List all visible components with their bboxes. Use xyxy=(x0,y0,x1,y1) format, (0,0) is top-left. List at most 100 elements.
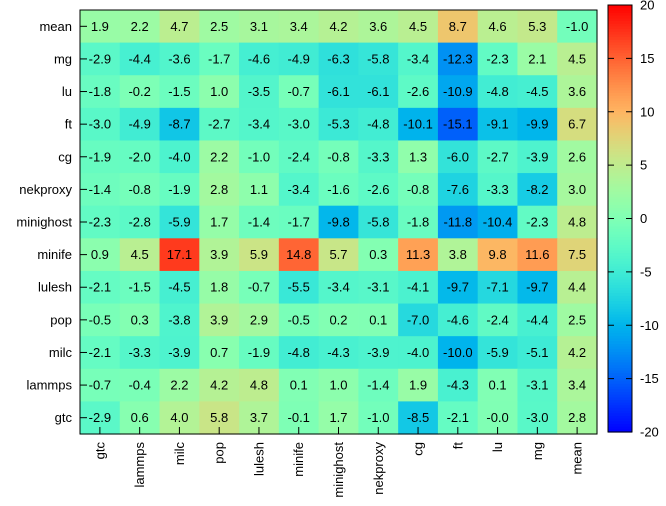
cell-value-label: -2.1 xyxy=(89,280,111,295)
colorbar-segment xyxy=(608,391,632,396)
cell-value-label: 2.6 xyxy=(568,149,586,164)
y-axis-label: minighost xyxy=(16,215,72,230)
colorbar-segment xyxy=(608,258,632,262)
cell-value-label: -2.1 xyxy=(447,410,469,425)
cell-value-label: 0.1 xyxy=(369,312,387,327)
cell-value-label: -3.3 xyxy=(486,182,508,197)
colorbar-segment xyxy=(608,106,632,110)
cell-value-label: -8.5 xyxy=(407,410,429,425)
heatmap-cell xyxy=(557,303,598,337)
colorbar-segment xyxy=(608,354,632,358)
colorbar-segment xyxy=(608,389,632,393)
colorbar-segment xyxy=(608,362,632,366)
colorbar-segment xyxy=(608,162,632,166)
colorbar-segment xyxy=(608,426,632,430)
colorbar-segment xyxy=(608,93,632,97)
heatmap-cell xyxy=(517,205,558,239)
heatmap-cell xyxy=(278,42,320,76)
colorbar-tick-label: -10 xyxy=(640,318,659,333)
colorbar-segment xyxy=(608,77,632,81)
colorbar-segment xyxy=(608,229,632,233)
heatmap-cell xyxy=(358,140,399,174)
cell-value-label: 1.9 xyxy=(91,19,109,34)
cell-value-label: 4.7 xyxy=(170,19,188,34)
colorbar-segment xyxy=(608,31,632,35)
x-axis-labels: gtc lammps milc pop lulesh minife minighost nek… xyxy=(92,427,585,498)
cell-value-label: -1.4 xyxy=(248,215,270,230)
colorbar-segment xyxy=(608,18,632,22)
heatmap-cell xyxy=(119,205,161,239)
heatmap-cell xyxy=(517,173,558,207)
colorbar-segment xyxy=(608,290,632,294)
cell-value-label: 0.2 xyxy=(329,312,347,327)
cell-value-label: 4.2 xyxy=(210,378,228,393)
cell-value-label: 0.1 xyxy=(290,378,308,393)
heatmap-cell xyxy=(278,107,320,142)
cell-value-label: -5.8 xyxy=(367,51,389,66)
heatmap-cell xyxy=(199,336,240,370)
colorbar-segment xyxy=(608,397,632,401)
cell-value-label: -6.0 xyxy=(447,149,469,164)
cell-value-label: -4.5 xyxy=(168,280,190,295)
cell-value-label: -5.1 xyxy=(526,345,548,360)
cell-value-label: 3.6 xyxy=(369,19,387,34)
cell-value-label: 0.9 xyxy=(91,247,109,262)
cell-value-label: -6.1 xyxy=(367,84,389,99)
heatmap-cells xyxy=(80,10,598,435)
heatmap-cell xyxy=(199,10,240,44)
colorbar-segment xyxy=(608,157,632,161)
colorbar-segment xyxy=(608,367,632,372)
colorbar-segment xyxy=(608,130,632,134)
cell-value-label: -3.4 xyxy=(248,117,270,132)
heatmap-cell xyxy=(477,107,519,142)
colorbar-segment xyxy=(608,415,632,420)
cell-value-label: 5.8 xyxy=(210,410,228,425)
heatmap-cell xyxy=(358,173,399,207)
heatmap-cell xyxy=(358,336,399,370)
heatmap-cell xyxy=(199,205,240,239)
cell-value-label: 2.9 xyxy=(250,312,268,327)
y-axis-label: nekproxy xyxy=(19,182,72,197)
colorbar-tick-label: 5 xyxy=(640,158,647,173)
heatmap-cell xyxy=(437,303,479,337)
cell-value-label: 1.8 xyxy=(210,280,228,295)
colorbar-segment xyxy=(608,242,632,246)
heatmap-cell xyxy=(517,303,558,337)
cell-value-label: 3.9 xyxy=(210,247,228,262)
cell-value-label: -0.7 xyxy=(248,280,270,295)
heatmap-cell xyxy=(278,238,320,272)
colorbar-segment xyxy=(608,266,632,270)
x-axis-label: mg xyxy=(530,442,545,460)
heatmap-cell xyxy=(119,42,161,76)
heatmap-cell xyxy=(318,205,359,239)
colorbar-segment xyxy=(608,149,632,153)
colorbar-segment xyxy=(608,26,632,30)
colorbar-segment xyxy=(608,333,632,337)
colorbar-segment xyxy=(608,111,632,116)
colorbar-segment xyxy=(608,357,632,361)
cell-value-label: -9.8 xyxy=(327,215,349,230)
heatmap-cell xyxy=(159,42,200,76)
cell-value-label: 2.8 xyxy=(210,182,228,197)
colorbar-segment xyxy=(608,191,632,196)
cell-value-label: 3.8 xyxy=(449,247,467,262)
heatmap-cell xyxy=(557,336,598,370)
cell-value-label: -6.1 xyxy=(327,84,349,99)
x-axis-label: minighost xyxy=(331,442,346,498)
heatmap-cell xyxy=(398,205,439,239)
colorbar-segment xyxy=(608,365,632,369)
cell-value-label: 4.2 xyxy=(329,19,347,34)
cell-value-label: 5.3 xyxy=(528,19,546,34)
cell-value-label: -1.5 xyxy=(168,84,190,99)
cell-value-label: 0.6 xyxy=(131,410,149,425)
cell-value-label: 0.7 xyxy=(210,345,228,360)
heatmap-cell xyxy=(437,75,479,109)
colorbar-segment xyxy=(608,295,632,300)
heatmap-cell xyxy=(318,238,359,272)
cell-value-label: -3.1 xyxy=(526,378,548,393)
cell-value-label: -4.4 xyxy=(128,51,150,66)
heatmap-cell xyxy=(318,140,359,174)
cell-value-label: -1.9 xyxy=(89,149,111,164)
cell-value-label: 0.1 xyxy=(489,378,507,393)
colorbar-segment xyxy=(608,263,632,268)
